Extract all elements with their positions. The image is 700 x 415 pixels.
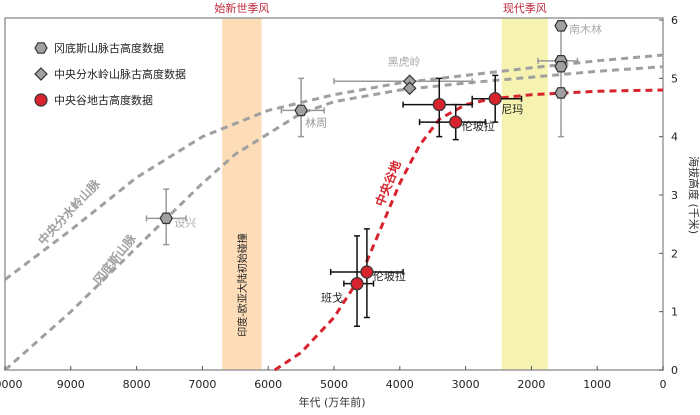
point-label: 班戈: [321, 292, 343, 305]
band-1: [501, 18, 548, 370]
point-label: 伦坡拉: [373, 269, 406, 283]
band-inner-label-0: 印度-欧亚大陆初始碰撞: [236, 233, 249, 337]
data-point-0-0: [159, 212, 173, 225]
curve-label-1: 冈底斯山脉: [90, 230, 139, 287]
legend-entry-0: 冈底斯山脉古高度数据: [54, 41, 164, 55]
y-error-bar: [558, 25, 565, 138]
y-tick-label: 5: [671, 72, 678, 85]
band-0: [222, 18, 262, 370]
curve-1: [4, 65, 664, 372]
legend-entry-1: 中央分水岭山脉古高度数据: [54, 67, 186, 81]
band-title-1: 现代季风: [503, 2, 547, 15]
y-tick-label: 2: [671, 247, 678, 260]
x-tick-label: 1000: [583, 378, 611, 391]
data-point-2-1: [360, 265, 374, 279]
data-point-2-4: [488, 92, 502, 106]
y-axis-label: 海拔高度 (千米): [687, 156, 700, 234]
x-tick-label: 5000: [320, 378, 348, 391]
data-point-0-4: [554, 60, 568, 73]
data-point-2-2: [432, 97, 446, 112]
x-tick-label: 0: [660, 378, 667, 391]
x-tick-label: 2000: [517, 378, 545, 391]
legend-circle-icon: [34, 93, 48, 107]
y-tick-label: 4: [671, 131, 678, 144]
point-label: 伦坡拉: [462, 119, 495, 133]
data-point-2-0: [350, 277, 364, 291]
legend-hexagon-icon: [34, 42, 48, 54]
point-label: 黑虎岭: [388, 54, 421, 68]
y-tick-label: 0: [671, 364, 678, 377]
y-tick-label: 1: [671, 306, 678, 319]
point-label: 尼玛: [501, 103, 523, 116]
data-point-1-1: [402, 81, 417, 96]
data-point-0-1: [294, 104, 308, 117]
x-tick-label: 3000: [452, 378, 480, 391]
y-tick-label: 6: [671, 14, 678, 27]
data-point-0-5: [554, 87, 568, 99]
x-axis-label: 年代 (万年前): [298, 395, 365, 409]
legend-diamond-icon: [34, 67, 48, 81]
point-label: 南木林: [569, 22, 602, 36]
curve-0: [4, 53, 664, 281]
x-tick-label: 7000: [188, 378, 216, 391]
x-tick-label: 9000: [57, 378, 85, 391]
y-tick-label: 3: [671, 189, 678, 202]
point-label: 设兴: [174, 216, 196, 229]
legend-entry-2: 中央谷地古高度数据: [54, 93, 153, 107]
point-label: 林周: [305, 115, 327, 129]
x-tick-label: 4000: [386, 378, 414, 391]
curve-2: [273, 88, 664, 372]
data-point-0-2: [554, 20, 568, 32]
x-tick-label: 6000: [254, 378, 282, 391]
x-tick-label: 8000: [123, 378, 151, 391]
band-title-0: 始新世季风: [214, 1, 269, 15]
data-point-2-3: [449, 115, 463, 129]
